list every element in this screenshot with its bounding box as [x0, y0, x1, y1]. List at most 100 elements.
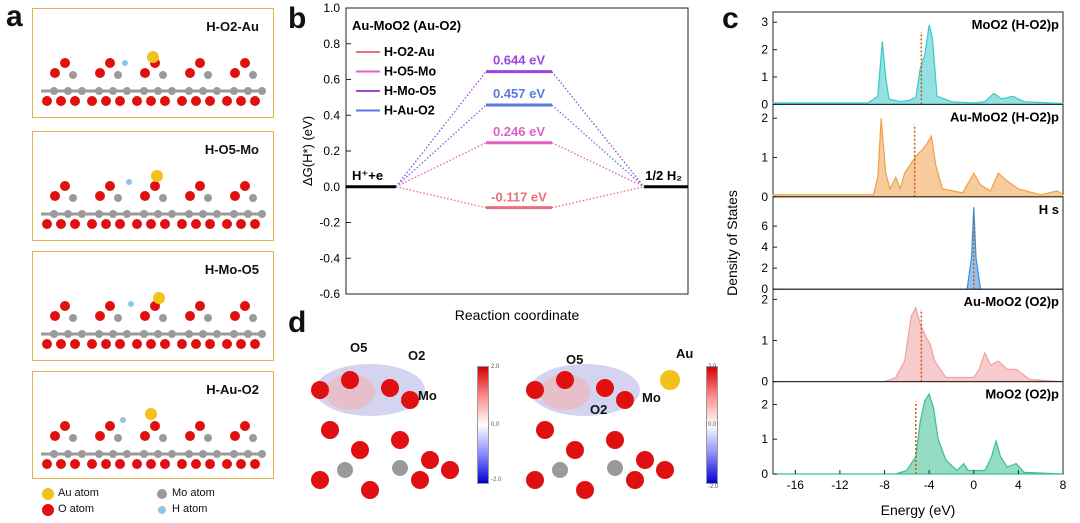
o-atom [222, 339, 232, 349]
o-atom [177, 339, 187, 349]
o-atom [160, 459, 170, 469]
o-atom [401, 391, 419, 409]
panel-label-b: b [288, 2, 307, 35]
y-tick-label: 2 [761, 397, 768, 411]
mo-atom [154, 210, 162, 218]
panel-label-a: a [6, 0, 23, 33]
o-atom [70, 339, 80, 349]
legend-mo-atom: Mo atom [172, 487, 215, 499]
o-atom [177, 96, 187, 106]
colorbar-left [477, 366, 489, 484]
mo-atom [109, 210, 117, 218]
o-atom [185, 68, 195, 78]
o-atom [177, 219, 187, 229]
panel-label-d: d [288, 306, 307, 339]
structure-image [41, 292, 266, 349]
o-atom [146, 459, 156, 469]
mo-atom [230, 450, 238, 458]
charge-structure-right [526, 364, 680, 499]
o-atom [105, 181, 115, 191]
mo-atom [258, 210, 266, 218]
o-atom [391, 431, 409, 449]
o-atom [250, 96, 260, 106]
y-tick-label: -0.2 [319, 216, 340, 230]
o-atom [205, 96, 215, 106]
dos-panel-label: H s [1039, 202, 1059, 217]
panel-d: O5 O2 Mo O5 O2 Mo Au 2.0 0.0 -2.0 2.0 0.… [290, 330, 720, 523]
o-atom [87, 459, 97, 469]
o-atom [230, 191, 240, 201]
y-tick-label: 0.8 [323, 37, 340, 51]
y-tick-label: 3 [761, 15, 768, 29]
mo-atom [204, 194, 212, 202]
mo-atom [258, 330, 266, 338]
o-atom [101, 459, 111, 469]
dos-panel-label: Au-MoO2 (H-O2)p [950, 109, 1059, 124]
y-tick-label: 1 [761, 334, 768, 348]
structure-image [41, 170, 266, 229]
o-atom [146, 339, 156, 349]
o-atom [236, 96, 246, 106]
mo-atom [199, 450, 207, 458]
o-atom [95, 68, 105, 78]
mo-atom [109, 450, 117, 458]
mo-atom [140, 450, 148, 458]
o-atom [60, 181, 70, 191]
o-atom [132, 96, 142, 106]
y-tick-label: 1 [761, 70, 768, 84]
o-atom [381, 379, 399, 397]
x-tick-label: 0 [970, 478, 977, 492]
mo-atom [78, 210, 86, 218]
mo-atom [249, 434, 257, 442]
au-atom [145, 408, 157, 420]
o-atom [177, 459, 187, 469]
o-atom [101, 339, 111, 349]
o-atom [50, 431, 60, 441]
mo-atom [185, 87, 193, 95]
h-atom [122, 60, 128, 66]
o-atom [195, 58, 205, 68]
o-atom [42, 459, 52, 469]
tile-title: H-Au-O2 [206, 382, 259, 397]
o-atom [160, 219, 170, 229]
o-atom [56, 459, 66, 469]
o-atom [240, 58, 250, 68]
o-atom [105, 301, 115, 311]
mo-atom [199, 87, 207, 95]
y-tick-label: 1 [761, 432, 768, 446]
o-atom [311, 471, 329, 489]
mo-atom [95, 87, 103, 95]
mo-atom [249, 314, 257, 322]
au-atom [151, 170, 163, 182]
y-tick-label: 2 [761, 261, 768, 275]
o-atom [311, 381, 329, 399]
o-atom [191, 339, 201, 349]
au-atom [147, 51, 159, 63]
y-tick-label: 1 [761, 150, 768, 164]
mo-atom [230, 330, 238, 338]
free-energy-chart: 1.0 0.8 0.6 0.4 0.2 0.0 -0.2 -0.4 -0.6 ΔG(H*) (eV… [300, 1, 689, 323]
o-atom [205, 339, 215, 349]
label-mo-left: Mo [418, 388, 437, 403]
tile-title: H-Mo-O5 [204, 262, 259, 277]
x-tick-label: -8 [879, 478, 890, 492]
mo-atom [199, 330, 207, 338]
y-tick-label: 6 [761, 219, 768, 233]
o-atom [441, 461, 459, 479]
o-atom [421, 451, 439, 469]
charge-cloud [325, 374, 375, 410]
mo-atom [204, 71, 212, 79]
mo-atom [109, 330, 117, 338]
o-atom [351, 441, 369, 459]
o-atom-marker [42, 504, 54, 516]
o-atom [195, 301, 205, 311]
y-tick-label: 0.0 [323, 180, 340, 194]
structure-tile-4: H-Au-O2 [32, 371, 274, 479]
mo-atom [69, 194, 77, 202]
o-atom [205, 219, 215, 229]
o-atom [50, 191, 60, 201]
structure-tile-3: H-Mo-O5 [32, 251, 274, 361]
mo-atom [337, 462, 353, 478]
label-o2-right: O2 [590, 402, 608, 417]
